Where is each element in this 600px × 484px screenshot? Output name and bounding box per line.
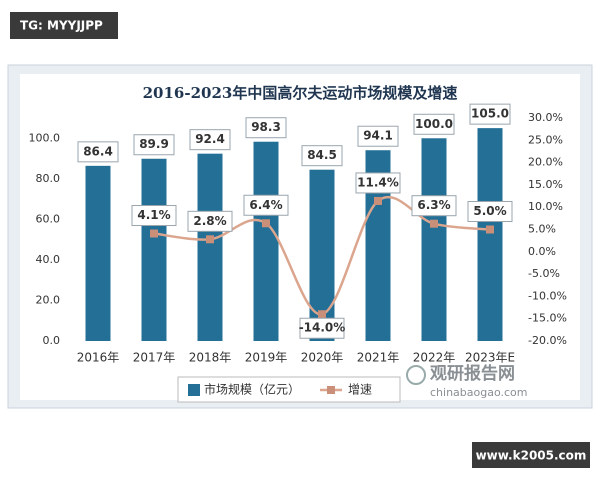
- growth-label-box: [411, 195, 457, 217]
- growth-label-box: [243, 194, 289, 216]
- legend-swatch: [188, 384, 200, 396]
- y-tick-label: 60.0: [36, 212, 61, 225]
- growth-label: 6.3%: [417, 198, 450, 212]
- growth-label-box: [355, 172, 401, 194]
- y2-tick-label: -15.0%: [528, 312, 567, 325]
- footer-text: www.k2005.com: [476, 449, 587, 463]
- bar-label-box: [469, 103, 511, 125]
- x-tick-label: 2018年: [189, 351, 232, 365]
- x-tick-label: 2017年: [133, 351, 176, 365]
- bar-label: 89.9: [139, 137, 169, 151]
- bar-label: 92.4: [195, 132, 225, 146]
- growth-marker: [262, 219, 270, 228]
- y2-tick-label: -20.0%: [528, 334, 567, 347]
- bar-label-box: [189, 129, 231, 151]
- bar: [253, 141, 279, 341]
- growth-label-box: [467, 201, 513, 222]
- growth-marker: [486, 225, 494, 234]
- x-tick-label: 2023年E: [465, 351, 515, 365]
- y2-tick-label: 0.0%: [528, 245, 556, 258]
- growth-label-box: [187, 210, 233, 232]
- footer-badge: [472, 442, 590, 468]
- growth-label: 4.1%: [137, 208, 170, 222]
- bar: [85, 165, 111, 341]
- bar-label-box: [301, 145, 343, 167]
- y2-tick-label: 10.0%: [528, 200, 563, 213]
- bar-label: 100.0: [415, 117, 453, 131]
- growth-label-box: [299, 317, 345, 339]
- growth-label: 6.4%: [249, 198, 282, 212]
- logo-icon: [406, 365, 426, 385]
- legend-label: 增速: [348, 383, 372, 397]
- x-tick-label: 2020年: [301, 351, 344, 365]
- bar-label-box: [413, 113, 455, 135]
- bar-label: 84.5: [307, 148, 337, 162]
- x-tick-label: 2021年: [357, 351, 400, 365]
- growth-marker: [206, 235, 214, 244]
- y-tick-label: 20.0: [36, 293, 61, 306]
- chart-title: 2016-2023年中国高尔夫运动市场规模及增速: [143, 84, 458, 102]
- y2-tick-label: 5.0%: [528, 223, 556, 236]
- tg-text: TG: MYYJJPP: [20, 19, 103, 33]
- legend-label: 市场规模（亿元）: [204, 382, 300, 397]
- y2-tick-label: -5.0%: [528, 267, 560, 280]
- bar-label: 105.0: [471, 107, 509, 121]
- bar-label-box: [133, 134, 175, 156]
- y-tick-label: 40.0: [36, 253, 61, 266]
- growth-label: 5.0%: [473, 204, 506, 218]
- bar-label: 98.3: [251, 120, 281, 134]
- x-tick-label: 2022年: [413, 351, 456, 365]
- bar: [421, 138, 447, 341]
- growth-label-box: [131, 205, 177, 227]
- growth-label: 11.4%: [357, 175, 399, 189]
- growth-marker: [430, 219, 438, 228]
- y-tick-label: 80.0: [36, 172, 61, 185]
- bar-label-box: [77, 141, 119, 163]
- growth-marker: [318, 310, 326, 319]
- growth-label: -14.0%: [299, 321, 346, 335]
- growth-label: 2.8%: [193, 214, 226, 228]
- y2-tick-label: -10.0%: [528, 289, 567, 302]
- bar-label: 86.4: [83, 144, 113, 158]
- y2-tick-label: 20.0%: [528, 156, 563, 169]
- bar-label-box: [357, 125, 399, 147]
- x-tick-label: 2019年: [245, 351, 288, 365]
- bar: [197, 153, 223, 341]
- legend-box: [177, 376, 401, 403]
- x-tick-label: 2016年: [77, 351, 120, 365]
- y2-tick-label: 25.0%: [528, 133, 563, 146]
- bar-label-box: [245, 117, 287, 139]
- logo-url: chinabaogao.com: [430, 386, 528, 399]
- bar: [477, 128, 503, 341]
- legend-marker: [327, 386, 335, 394]
- tg-badge: [10, 12, 118, 39]
- growth-marker: [374, 196, 382, 205]
- bar: [141, 158, 167, 341]
- y2-tick-label: 15.0%: [528, 178, 563, 191]
- logo-text: 观研报告网: [429, 363, 515, 384]
- bar-label: 94.1: [363, 129, 393, 143]
- growth-marker: [150, 229, 158, 238]
- y2-tick-label: 30.0%: [528, 111, 563, 124]
- y-tick-label: 0.0: [43, 334, 61, 347]
- y-tick-label: 100.0: [29, 131, 61, 144]
